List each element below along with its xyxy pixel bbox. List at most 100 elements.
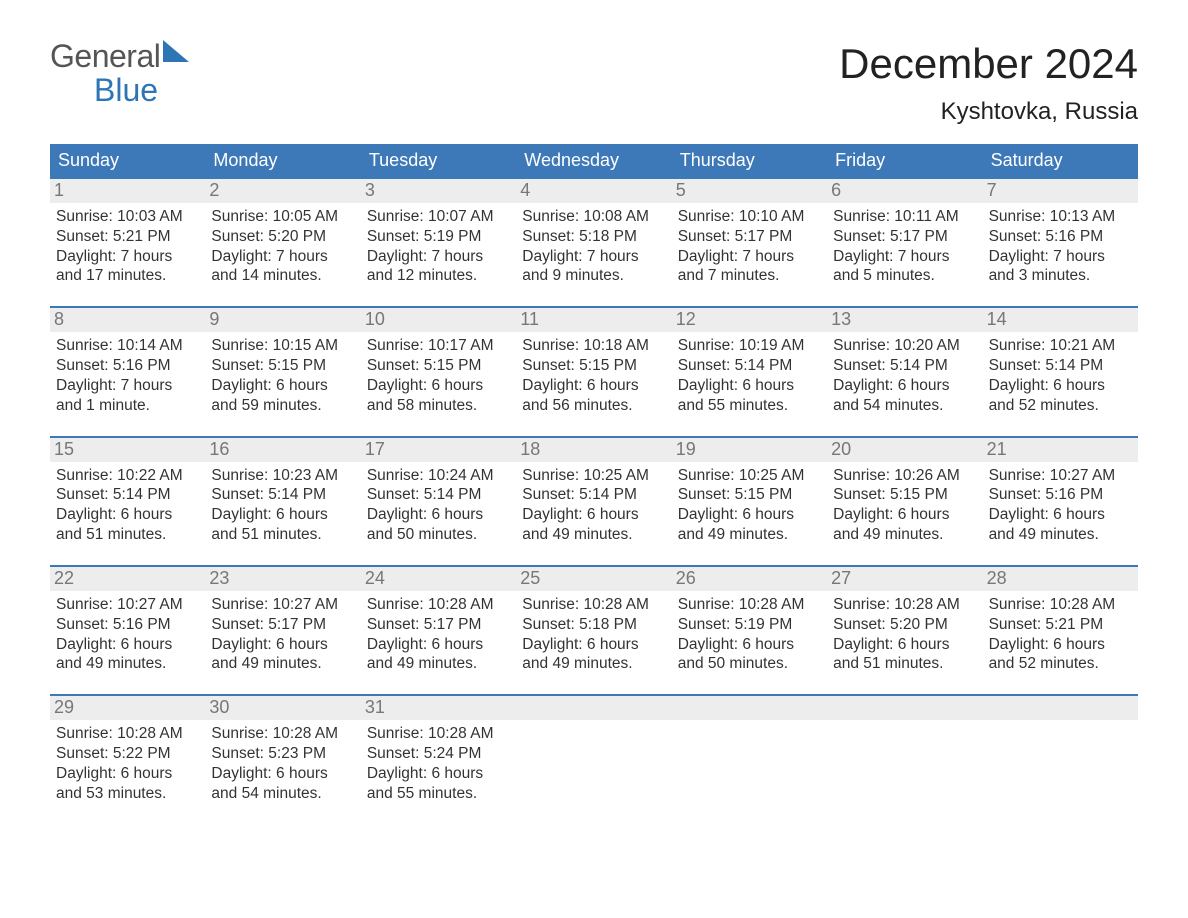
- day-cell: 28Sunrise: 10:28 AMSunset: 5:21 PMDaylig…: [983, 567, 1138, 682]
- dow-sunday: Sunday: [50, 144, 205, 177]
- day-line-d2: and 9 minutes.: [522, 266, 665, 286]
- day-line-d2: and 49 minutes.: [989, 525, 1132, 545]
- day-line-ss: Sunset: 5:20 PM: [211, 227, 354, 247]
- day-details: Sunrise: 10:18 AMSunset: 5:15 PMDaylight…: [522, 336, 665, 415]
- day-line-d2: and 54 minutes.: [833, 396, 976, 416]
- day-line-d1: Daylight: 6 hours: [367, 764, 510, 784]
- day-cell: 9Sunrise: 10:15 AMSunset: 5:15 PMDayligh…: [205, 308, 360, 423]
- day-line-ss: Sunset: 5:19 PM: [678, 615, 821, 635]
- day-line-ss: Sunset: 5:20 PM: [833, 615, 976, 635]
- day-details: Sunrise: 10:05 AMSunset: 5:20 PMDaylight…: [211, 207, 354, 286]
- day-line-sr: Sunrise: 10:22 AM: [56, 466, 199, 486]
- day-line-d2: and 54 minutes.: [211, 784, 354, 804]
- day-line-ss: Sunset: 5:16 PM: [989, 485, 1132, 505]
- day-number: 16: [205, 438, 360, 462]
- week-row: 29Sunrise: 10:28 AMSunset: 5:22 PMDaylig…: [50, 694, 1138, 811]
- day-line-ss: Sunset: 5:23 PM: [211, 744, 354, 764]
- day-line-ss: Sunset: 5:17 PM: [678, 227, 821, 247]
- day-details: Sunrise: 10:28 AMSunset: 5:17 PMDaylight…: [367, 595, 510, 674]
- day-line-sr: Sunrise: 10:28 AM: [833, 595, 976, 615]
- day-line-d2: and 17 minutes.: [56, 266, 199, 286]
- day-line-ss: Sunset: 5:16 PM: [56, 356, 199, 376]
- day-line-ss: Sunset: 5:15 PM: [367, 356, 510, 376]
- day-line-d1: Daylight: 7 hours: [989, 247, 1132, 267]
- day-line-sr: Sunrise: 10:28 AM: [211, 724, 354, 744]
- day-line-sr: Sunrise: 10:27 AM: [989, 466, 1132, 486]
- day-details: Sunrise: 10:25 AMSunset: 5:14 PMDaylight…: [522, 466, 665, 545]
- day-line-d2: and 59 minutes.: [211, 396, 354, 416]
- day-cell: 12 Sunrise: 10:19 AMSunset: 5:14 PMDaylig…: [672, 308, 827, 423]
- day-line-sr: Sunrise: 10:26 AM: [833, 466, 976, 486]
- day-line-d1: Daylight: 7 hours: [522, 247, 665, 267]
- dow-thursday: Thursday: [672, 144, 827, 177]
- logo-sail-icon: [163, 40, 189, 67]
- day-cell: 31Sunrise: 10:28 AMSunset: 5:24 PMDaylig…: [361, 696, 516, 811]
- day-line-d1: Daylight: 6 hours: [989, 505, 1132, 525]
- day-cell: 18Sunrise: 10:25 AMSunset: 5:14 PMDaylig…: [516, 438, 671, 553]
- day-line-d1: Daylight: 6 hours: [989, 635, 1132, 655]
- day-line-sr: Sunrise: 10:21 AM: [989, 336, 1132, 356]
- day-line-ss: Sunset: 5:22 PM: [56, 744, 199, 764]
- day-details: Sunrise: 10:19 AMSunset: 5:14 PMDaylight…: [678, 336, 821, 415]
- day-line-d1: Daylight: 6 hours: [522, 635, 665, 655]
- day-number: 5: [672, 179, 827, 203]
- day-line-d1: Daylight: 6 hours: [367, 376, 510, 396]
- day-number: 3: [361, 179, 516, 203]
- day-cell: 15Sunrise: 10:22 AMSunset: 5:14 PMDaylig…: [50, 438, 205, 553]
- day-cell: 17Sunrise: 10:24 AMSunset: 5:14 PMDaylig…: [361, 438, 516, 553]
- day-details: Sunrise: 10:17 AMSunset: 5:15 PMDaylight…: [367, 336, 510, 415]
- day-line-sr: Sunrise: 10:24 AM: [367, 466, 510, 486]
- logo: General Blue: [50, 40, 189, 107]
- day-line-d2: and 49 minutes.: [833, 525, 976, 545]
- day-line-ss: Sunset: 5:24 PM: [367, 744, 510, 764]
- week-row: 8Sunrise: 10:14 AMSunset: 5:16 PMDayligh…: [50, 306, 1138, 423]
- day-line-sr: Sunrise: 10:25 AM: [678, 466, 821, 486]
- title-block: December 2024 Kyshtovka, Russia: [839, 40, 1138, 126]
- day-details: Sunrise: 10:13 AMSunset: 5:16 PMDaylight…: [989, 207, 1132, 286]
- day-line-d2: and 49 minutes.: [211, 654, 354, 674]
- day-details: Sunrise: 10:28 AMSunset: 5:24 PMDaylight…: [367, 724, 510, 803]
- day-line-d1: Daylight: 7 hours: [833, 247, 976, 267]
- day-cell: 16Sunrise: 10:23 AMSunset: 5:14 PMDaylig…: [205, 438, 360, 553]
- day-line-sr: Sunrise: 10:18 AM: [522, 336, 665, 356]
- day-details: Sunrise: 10:28 AMSunset: 5:23 PMDaylight…: [211, 724, 354, 803]
- day-line-d2: and 7 minutes.: [678, 266, 821, 286]
- day-line-ss: Sunset: 5:18 PM: [522, 615, 665, 635]
- day-details: Sunrise: 10:28 AMSunset: 5:20 PMDaylight…: [833, 595, 976, 674]
- day-line-ss: Sunset: 5:21 PM: [56, 227, 199, 247]
- day-line-sr: Sunrise: 10:11 AM: [833, 207, 976, 227]
- day-line-d1: Daylight: 6 hours: [367, 635, 510, 655]
- weeks-container: 1Sunrise: 10:03 AMSunset: 5:21 PMDayligh…: [50, 177, 1138, 812]
- day-line-d2: and 5 minutes.: [833, 266, 976, 286]
- day-line-sr: Sunrise: 10:17 AM: [367, 336, 510, 356]
- day-details: Sunrise: 10:28 AMSunset: 5:21 PMDaylight…: [989, 595, 1132, 674]
- day-details: Sunrise: 10:28 AMSunset: 5:22 PMDaylight…: [56, 724, 199, 803]
- day-line-sr: Sunrise: 10:14 AM: [56, 336, 199, 356]
- day-line-d1: Daylight: 6 hours: [833, 505, 976, 525]
- day-cell: [983, 696, 1138, 811]
- day-cell: 25Sunrise: 10:28 AMSunset: 5:18 PMDaylig…: [516, 567, 671, 682]
- day-line-sr: Sunrise: 10:13 AM: [989, 207, 1132, 227]
- day-line-d1: Daylight: 6 hours: [989, 376, 1132, 396]
- day-details: Sunrise: 10:08 AMSunset: 5:18 PMDaylight…: [522, 207, 665, 286]
- day-cell: 22Sunrise: 10:27 AMSunset: 5:16 PMDaylig…: [50, 567, 205, 682]
- day-line-d2: and 49 minutes.: [678, 525, 821, 545]
- day-line-d2: and 58 minutes.: [367, 396, 510, 416]
- day-number: 11: [516, 308, 671, 332]
- dow-wednesday: Wednesday: [516, 144, 671, 177]
- day-number: 12: [672, 308, 827, 332]
- day-number: [983, 696, 1138, 720]
- day-number: 22: [50, 567, 205, 591]
- day-line-d1: Daylight: 6 hours: [56, 635, 199, 655]
- day-cell: 29 Sunrise: 10:28 AMSunset: 5:22 PMDaylig…: [50, 696, 205, 811]
- day-details: Sunrise: 10:24 AMSunset: 5:14 PMDaylight…: [367, 466, 510, 545]
- day-cell: 13Sunrise: 10:20 AMSunset: 5:14 PMDaylig…: [827, 308, 982, 423]
- location: Kyshtovka, Russia: [839, 98, 1138, 126]
- day-line-ss: Sunset: 5:16 PM: [989, 227, 1132, 247]
- dow-monday: Monday: [205, 144, 360, 177]
- day-number: 24: [361, 567, 516, 591]
- day-number: 29: [50, 696, 205, 720]
- day-line-sr: Sunrise: 10:10 AM: [678, 207, 821, 227]
- day-number: 20: [827, 438, 982, 462]
- day-cell: 23Sunrise: 10:27 AMSunset: 5:17 PMDaylig…: [205, 567, 360, 682]
